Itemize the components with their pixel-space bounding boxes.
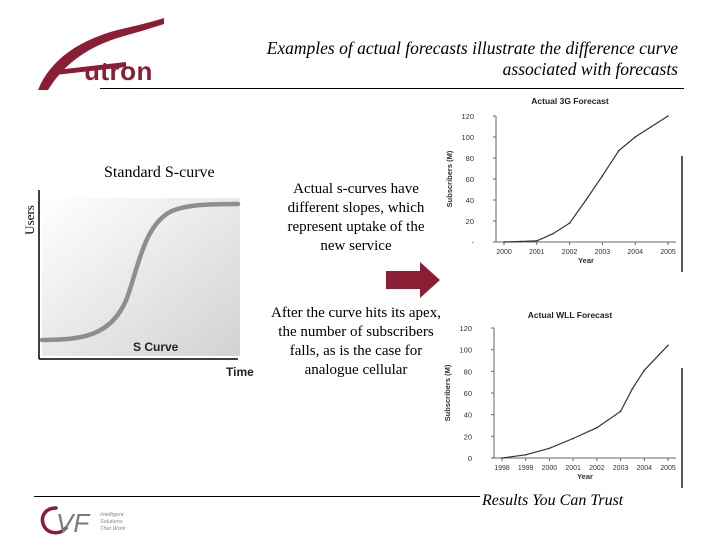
chart-3g-y-tick-label: 60: [466, 175, 474, 184]
chart-3g-y-tick-label: -: [472, 238, 475, 247]
chart-wll-y-tick-label: 100: [459, 346, 472, 355]
header-divider: [100, 88, 684, 89]
chart-wll-y-tick-label: 60: [464, 389, 472, 398]
chart-wll-x-tick-label: 2005: [660, 465, 676, 472]
s-curve-diagram: S Curve Time: [20, 180, 270, 380]
chart-3g-data-point: [650, 125, 653, 128]
s-curve-label: Standard S-curve: [104, 164, 215, 181]
chart-3g-x-tick-label: 2001: [529, 249, 545, 256]
chart-wll-y-tick-label: 120: [459, 324, 472, 333]
chart-3g-x-tick-label: 2004: [627, 249, 643, 256]
actual-scurves-text: Actual s-curves have different slopes, w…: [287, 181, 425, 254]
chart-3g-y-tick-label: 100: [461, 133, 474, 142]
chart-wll-y-tick-label: 80: [464, 367, 472, 376]
chart-wll-series-line: [501, 344, 669, 459]
title-line-2: associated with forecasts: [502, 59, 678, 79]
chart-wll-x-tick-label: 2004: [636, 465, 652, 472]
footer-divider: [34, 496, 480, 497]
chart-wll-y-tick-label: 20: [464, 432, 472, 441]
chart-wll-x-title: Year: [577, 472, 593, 481]
chart-3g-x-title: Year: [578, 256, 594, 265]
chart-wll-data-point: [667, 344, 669, 347]
chart-3g-y-tick-label: 120: [461, 112, 474, 121]
chart-3g-x-tick-label: 2002: [562, 249, 578, 256]
chart-wll-title: Actual WLL Forecast: [527, 310, 613, 320]
chart-3g-data-point: [536, 240, 538, 242]
chart-3g-data-point: [601, 175, 604, 177]
chart-wll-x-tick-label: 2001: [565, 465, 581, 472]
title-line-1: Examples of actual forecasts illustrate …: [266, 38, 678, 58]
page-title: Examples of actual forecasts illustrate …: [180, 38, 678, 80]
chart-wll-data-point: [548, 447, 551, 450]
chart-wll-y-tick-label: 0: [468, 454, 472, 463]
chart-3g: 120 100 80 60 40 20 - 2000 2001 2002 2003 2004 2005 Y…: [440, 104, 690, 274]
chart-3g-data-point: [634, 136, 636, 138]
chart-wll-data-point: [631, 387, 634, 390]
chart-wll-y-tick-label: 40: [464, 411, 472, 420]
chart-3g-y-title: Subscribers (M): [445, 150, 454, 207]
chart-wll-y-title: Subscribers (M): [443, 364, 452, 421]
futron-wordmark: utron: [84, 56, 153, 86]
s-curve-plot-area: [42, 198, 240, 356]
chart-wll-data-point: [596, 426, 598, 429]
chart-wll-x-tick-label: 1999: [518, 465, 534, 472]
chart-wll: 120 100 80 60 40 20 0 1998 1999 2000 2001 2002 2003 2…: [440, 318, 690, 488]
s-curve-line: [39, 201, 241, 343]
chart-3g-data-point: [667, 115, 669, 117]
chart-3g-y-tick-label: 40: [466, 196, 474, 205]
chart-wll-x-tick-label: 2002: [589, 465, 605, 472]
chart-3g-x-tick-label: 2000: [496, 249, 512, 256]
chart-3g-title: Actual 3G Forecast: [531, 96, 609, 106]
chart-wll-data-point: [501, 457, 503, 459]
chart-3g-y-tick-label: 80: [466, 154, 474, 163]
chart-wll-x-tick-label: 1998: [494, 465, 510, 472]
chart-wll-x-tick-label: 2000: [542, 465, 558, 472]
futron-logo: utron: [34, 14, 174, 92]
chart-3g-data-point: [519, 240, 522, 243]
s-curve-caption: S Curve: [133, 340, 179, 354]
chart-wll-x-tick-label: 2003: [613, 465, 629, 472]
chart-3g-data-point: [503, 241, 505, 243]
s-curve-y-label: Users: [22, 205, 37, 235]
chart-3g-x-tick-label: 2003: [595, 249, 611, 256]
chart-3g-data-point: [568, 222, 571, 224]
vf-logo-line-2: Solutions: [100, 519, 123, 525]
vf-logo-line-3: That Work: [100, 526, 126, 532]
chart-3g-data-point: [585, 199, 587, 201]
chart-wll-data-point: [572, 437, 574, 440]
chart-3g-data-point: [618, 149, 620, 152]
vf-logo-line-1: Intelligent: [100, 512, 124, 518]
chart-wll-data-point: [619, 410, 622, 413]
right-arrow-icon: [386, 262, 440, 298]
chart-3g-x-tick-label: 2005: [660, 249, 676, 256]
vf-logo-text: VF: [56, 508, 91, 538]
s-curve-x-label: Time: [226, 365, 254, 379]
after-curve-text: After the curve hits its apex, the numbe…: [271, 305, 441, 378]
chart-3g-data-point: [552, 232, 554, 235]
chart-wll-data-point: [524, 453, 527, 456]
footer-tagline: Results You Can Trust: [482, 492, 624, 509]
vf-logo: VF Intelligent Solutions That Work: [36, 502, 146, 538]
chart-wll-data-point: [643, 369, 646, 372]
chart-3g-series-line: [503, 115, 669, 243]
chart-3g-y-tick-label: 20: [466, 217, 474, 226]
